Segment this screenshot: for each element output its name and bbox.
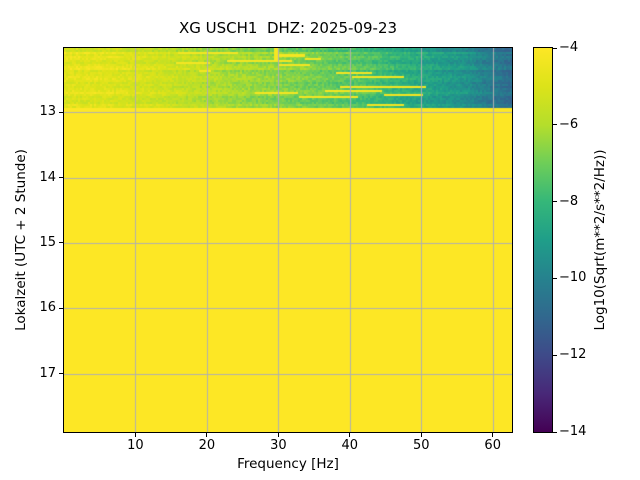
x-axis-tick [492,433,494,437]
colorbar-tick-label: −8 [559,193,579,209]
colorbar-tick-label: −6 [559,116,579,132]
colorbar-tick [553,124,557,126]
y-axis-tick [59,111,63,113]
colorbar-tick [553,431,557,433]
x-axis-tick [420,433,422,437]
colorbar-tick-label: −12 [559,347,587,363]
x-tick-label: 30 [270,438,287,453]
colorbar-tick [553,47,557,49]
y-axis-tick [59,177,63,179]
y-axis-tick [59,242,63,244]
spectrogram-heatmap [63,47,513,433]
colorbar-tick [553,201,557,203]
colorbar-gradient [533,47,553,433]
y-tick-label: 13 [39,104,56,120]
y-tick-label: 16 [39,300,56,316]
y-axis-tick [59,373,63,375]
x-tick-label: 40 [341,438,359,453]
colorbar-label: Log10(Sqrt(m**2/s**2/Hz)) [592,149,608,331]
colorbar-tick-label: −14 [559,424,587,439]
x-axis-tick [277,433,279,437]
x-tick-label: 20 [198,438,216,453]
x-tick-label: 50 [412,438,430,453]
x-axis-tick [349,433,351,437]
y-tick-label: 17 [39,365,56,381]
y-tick-label: 15 [39,234,56,250]
x-tick-label: 60 [484,438,501,453]
colorbar-tick-label: −10 [559,270,587,286]
colorbar-tick [553,354,557,356]
x-axis-tick [134,433,136,437]
x-tick-label: 10 [127,438,144,453]
y-axis-tick [59,307,63,309]
colorbar-tick-label: −4 [559,40,579,55]
x-axis-label: Frequency [Hz] [237,456,339,472]
y-tick-label: 14 [39,169,56,185]
chart-title: XG USCH1 DHZ: 2025-09-23 [178,19,398,37]
colorbar-tick [553,277,557,279]
x-axis-tick [206,433,208,437]
